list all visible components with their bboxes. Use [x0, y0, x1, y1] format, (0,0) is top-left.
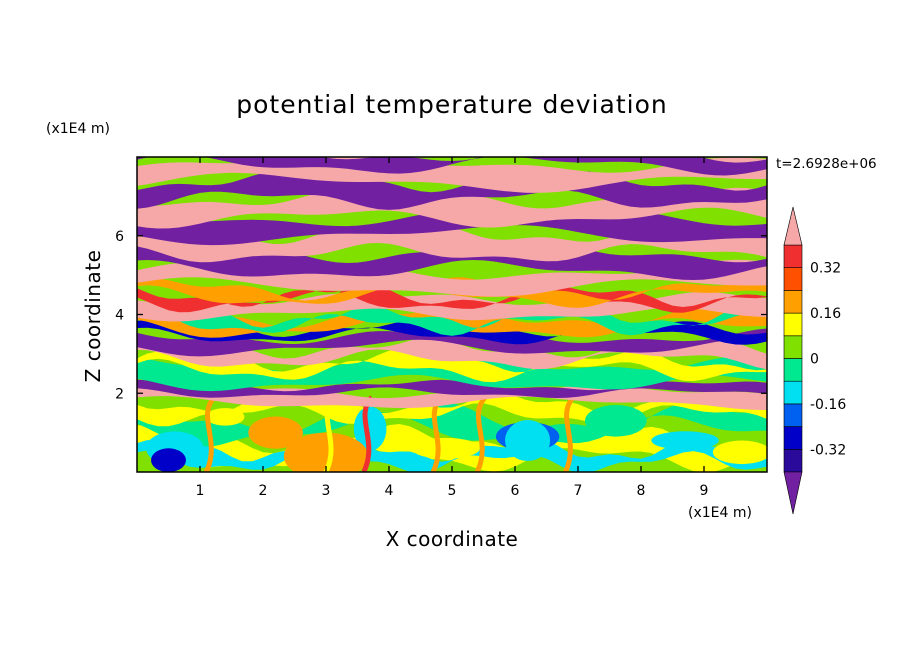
field-band — [137, 242, 767, 280]
x-tick-label: 8 — [637, 483, 646, 499]
field-plume — [563, 395, 576, 472]
y-tick-label: 4 — [115, 308, 124, 324]
x-tick-label: 6 — [511, 483, 520, 499]
y-tick-label: 2 — [115, 386, 124, 402]
field-eddy — [353, 406, 387, 451]
field-band — [137, 356, 767, 392]
field-plume — [203, 395, 217, 472]
colorbar: 0.32 0.16 0 -0.16 -0.32 — [783, 206, 846, 515]
field-eddy — [248, 416, 303, 449]
y-axis-label: Z coordinate — [81, 250, 105, 383]
chart-title: potential temperature deviation — [236, 90, 667, 119]
x-tick-label: 5 — [448, 483, 457, 499]
x-axis: 1 2 3 4 5 6 7 8 9 — [196, 157, 709, 499]
colorbar-segment — [783, 426, 803, 450]
field-band — [137, 403, 767, 448]
field-band — [137, 438, 767, 472]
field-band — [137, 328, 767, 357]
field-band — [137, 349, 767, 383]
field-eddy — [712, 440, 767, 465]
y-axis: 2 4 6 — [115, 229, 767, 402]
x-tick-label: 2 — [259, 483, 268, 499]
x-tick-label: 3 — [322, 483, 331, 499]
field-eddy — [205, 408, 245, 426]
field-band — [137, 304, 767, 336]
field-band — [137, 157, 767, 176]
colorbar-segment — [783, 244, 803, 269]
field-band — [137, 187, 767, 229]
colorbar-label: -0.32 — [810, 442, 846, 458]
y-unit-label: (x1E4 m) — [46, 121, 110, 137]
colorbar-label: -0.16 — [810, 397, 846, 413]
colorbar-label: 0.32 — [810, 261, 841, 277]
field-band — [137, 285, 767, 313]
colorbar-segment — [783, 312, 803, 337]
field-eddy — [505, 419, 551, 462]
field-eddy — [411, 437, 480, 459]
field-band — [137, 224, 767, 263]
x-tick-label: 1 — [196, 483, 205, 499]
colorbar-segment — [783, 267, 803, 291]
colorbar-extend-min — [783, 471, 803, 515]
x-tick-label: 9 — [700, 483, 709, 499]
x-unit-label: (x1E4 m) — [688, 505, 752, 521]
colorbar-segment — [783, 358, 803, 382]
field-band — [137, 379, 767, 398]
x-axis-label: X coordinate — [386, 527, 519, 551]
plot-area — [137, 157, 767, 472]
colorbar-segment — [783, 290, 803, 314]
colorbar-label: 0.16 — [810, 306, 841, 322]
colorbar-label: 0 — [810, 352, 819, 368]
colorbar-segment — [783, 403, 803, 427]
colorbar-segment — [783, 335, 803, 359]
field-plume — [474, 395, 488, 472]
field-eddy — [283, 432, 369, 472]
y-tick-label: 6 — [115, 229, 124, 245]
x-tick-label: 7 — [574, 483, 583, 499]
colorbar-segment — [783, 448, 803, 473]
field-eddy — [651, 431, 719, 450]
field-eddy — [584, 405, 647, 437]
time-label: t=2.6928e+06 — [776, 156, 877, 172]
field-eddy — [151, 448, 186, 472]
colorbar-segment — [783, 380, 803, 405]
colorbar-extend-max — [783, 206, 803, 246]
x-tick-label: 4 — [385, 483, 394, 499]
field-band — [137, 337, 767, 370]
